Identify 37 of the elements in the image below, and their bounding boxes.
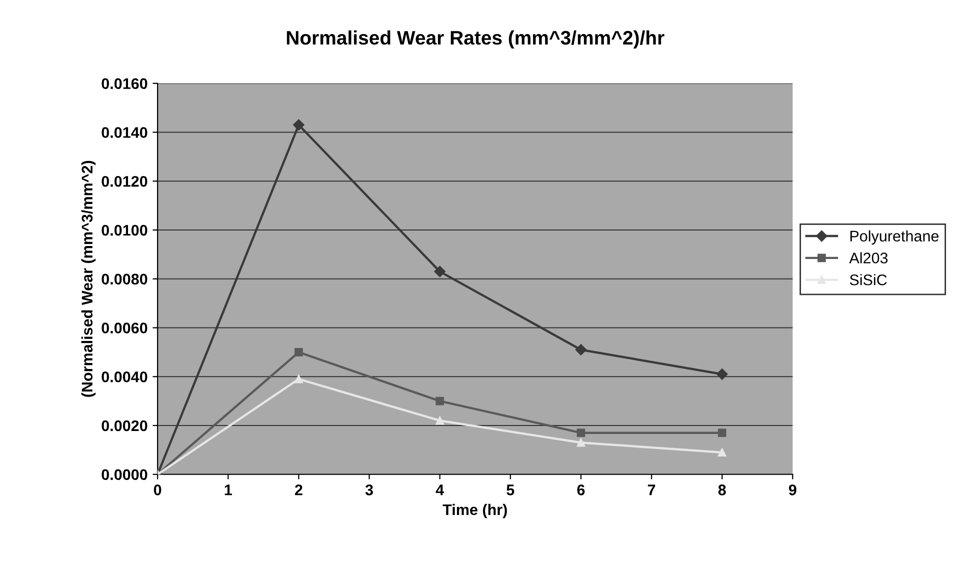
point: [575, 344, 587, 356]
y-tick-label: 0.0140: [102, 127, 148, 138]
chart-title: Normalised Wear Rates (mm^3/mm^2)/hr: [286, 30, 664, 49]
x-tick-label: 0: [154, 484, 162, 496]
y-tick-label: 0.0060: [102, 322, 148, 334]
x-tick-label: 8: [718, 484, 726, 496]
point: [436, 416, 444, 425]
x-tick-label: 4: [436, 484, 444, 496]
point: [718, 448, 726, 457]
point: [294, 348, 303, 356]
x-tick-label: 9: [788, 484, 796, 496]
legend-label: Polyurethane: [850, 230, 939, 245]
legend-label: Al203: [849, 252, 888, 264]
x-tick-label: 7: [648, 484, 656, 496]
x-tick-label: 5: [506, 484, 514, 496]
point: [718, 428, 726, 437]
y-axis-title: (Normalised Wear (mm^3/mm^2): [81, 160, 96, 397]
y-tick-label: 0.0000: [102, 469, 148, 480]
x-tick-label: 2: [294, 484, 302, 496]
point: [294, 374, 303, 384]
point: [434, 266, 446, 278]
y-tick-label: 0.0160: [102, 78, 148, 90]
point: [716, 368, 728, 380]
x-axis-title: Time (hr): [442, 504, 507, 518]
y-tick-label: 0.0100: [102, 224, 148, 236]
y-tick-label: 0.0020: [102, 420, 148, 432]
legend-label: SiSiC: [850, 274, 887, 286]
point: [576, 438, 586, 447]
x-tick-label: 6: [577, 484, 585, 496]
y-tick-label: 0.0040: [102, 371, 148, 382]
x-tick-label: 3: [365, 484, 373, 496]
point: [293, 119, 304, 131]
point: [436, 396, 444, 406]
y-tick-label: 0.0080: [102, 274, 148, 285]
x-tick-label: 1: [224, 484, 232, 496]
y-tick-label: 0.0120: [102, 176, 148, 187]
point: [576, 428, 586, 437]
